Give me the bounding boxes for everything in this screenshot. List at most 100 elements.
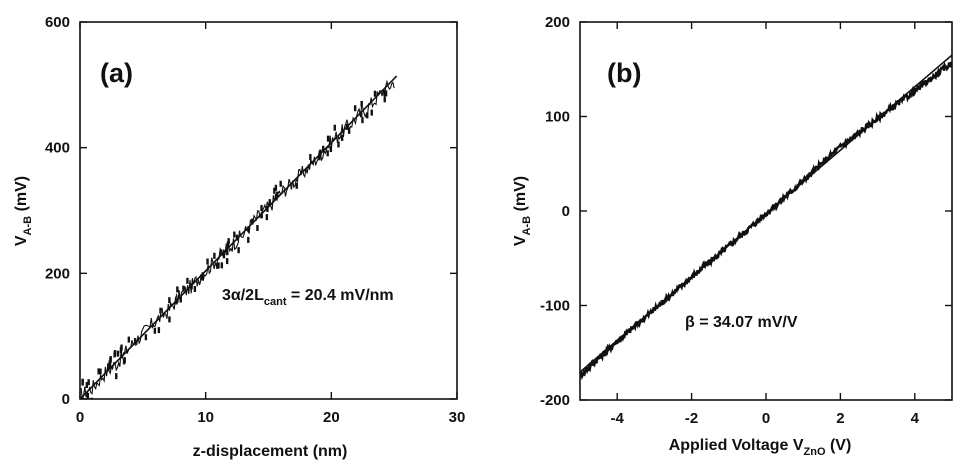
y-tick-label: 200 xyxy=(545,14,570,31)
data-point xyxy=(274,184,278,191)
data-point xyxy=(176,286,179,293)
fit-line xyxy=(80,75,398,399)
data-point xyxy=(384,90,388,97)
data-point xyxy=(227,238,230,245)
data-point xyxy=(319,149,322,156)
ticks-b: -4 -2 0 2 4 -200 -100 0 100 200 xyxy=(540,14,952,427)
data-point xyxy=(108,361,112,368)
data-point xyxy=(220,249,223,256)
data-point xyxy=(99,368,102,375)
data-point xyxy=(256,224,259,231)
x-axis-label-a: z-displacement (nm) xyxy=(193,443,348,460)
y-tick-label: 0 xyxy=(562,203,570,220)
y-tick-label: 100 xyxy=(545,109,570,126)
data-point xyxy=(115,373,118,380)
data-point xyxy=(235,234,239,241)
data-point xyxy=(266,205,269,212)
data-point xyxy=(360,111,363,118)
data-point xyxy=(274,193,278,200)
panel-label-b: (b) xyxy=(607,58,641,88)
data-point xyxy=(265,214,269,221)
y-axis-label-b: VA-B (mV) xyxy=(512,176,533,246)
data-point xyxy=(220,262,224,269)
data-point xyxy=(226,241,230,248)
data-point xyxy=(318,154,321,161)
y-tick-label: -200 xyxy=(540,392,570,409)
x-tick-label: -4 xyxy=(611,410,625,427)
data-point xyxy=(127,336,131,343)
panel-label-a: (a) xyxy=(100,58,133,88)
data-point xyxy=(85,382,89,389)
data-point xyxy=(119,346,123,353)
data-point xyxy=(383,96,386,103)
x-tick-label: 30 xyxy=(449,409,466,426)
data-point xyxy=(260,212,263,219)
data-point xyxy=(360,100,363,107)
chart-panel-b: -4 -2 0 2 4 -200 -100 0 100 200 (b) β = 34.07 mV/… xyxy=(512,14,953,458)
data-a xyxy=(80,75,398,399)
data-point xyxy=(216,262,219,269)
data-point xyxy=(193,286,197,293)
data-point xyxy=(340,134,344,141)
data-point xyxy=(107,363,110,370)
data-point xyxy=(333,124,336,131)
data-point xyxy=(370,109,373,116)
y-tick-label: 200 xyxy=(45,265,70,282)
data-point xyxy=(309,154,312,161)
data-point xyxy=(373,90,377,97)
data-point xyxy=(182,285,185,292)
data-point xyxy=(200,274,203,281)
data-point xyxy=(295,182,298,189)
data-point xyxy=(168,297,171,304)
data-point xyxy=(353,105,357,112)
data-point xyxy=(276,191,279,198)
data-point xyxy=(260,205,263,212)
x-tick-label: 0 xyxy=(762,410,770,427)
data-point xyxy=(222,252,226,259)
data-point xyxy=(122,358,126,365)
data-point xyxy=(251,218,254,225)
y-tick-label: 400 xyxy=(45,140,70,157)
data-point xyxy=(179,296,182,303)
data-point xyxy=(90,397,93,399)
data-point xyxy=(247,226,250,233)
data-point xyxy=(116,350,120,357)
data-point xyxy=(383,89,386,96)
data-point xyxy=(206,258,209,265)
data-point xyxy=(226,249,229,256)
data-point xyxy=(168,316,171,323)
data-point xyxy=(329,146,333,153)
data-point xyxy=(366,112,369,119)
x-tick-label: 4 xyxy=(911,410,920,427)
data-point xyxy=(268,199,271,206)
data-point xyxy=(361,117,364,124)
data-point xyxy=(153,327,157,334)
data-point xyxy=(279,180,282,187)
y-tick-label: 600 xyxy=(45,14,70,31)
data-b xyxy=(580,54,952,381)
data-point xyxy=(347,127,351,134)
data-point xyxy=(87,379,90,386)
x-axis-label-b: Applied Voltage VZnO (V) xyxy=(669,437,852,458)
fit-line xyxy=(580,54,952,373)
data-point xyxy=(201,272,204,279)
data-point xyxy=(186,277,189,284)
ticks-a: 0 10 20 30 0 200 400 600 xyxy=(45,14,465,426)
data-point xyxy=(273,187,276,194)
data-point xyxy=(159,307,162,314)
data-point xyxy=(81,379,84,386)
y-tick-label: -100 xyxy=(540,298,570,315)
data-point xyxy=(133,338,137,345)
chart-panel-a: 0 10 20 30 0 200 400 600 (a) 3α/2Lcant = 20.4 m… xyxy=(13,14,465,460)
data-point xyxy=(97,368,100,375)
plot-frame-a xyxy=(79,21,458,400)
data-point xyxy=(237,247,240,254)
data-point xyxy=(225,258,229,265)
data-point xyxy=(109,356,112,363)
data-point xyxy=(233,231,236,238)
data-point xyxy=(326,135,330,142)
data-point xyxy=(113,350,117,357)
data-point xyxy=(326,150,329,157)
data-point xyxy=(322,145,325,152)
